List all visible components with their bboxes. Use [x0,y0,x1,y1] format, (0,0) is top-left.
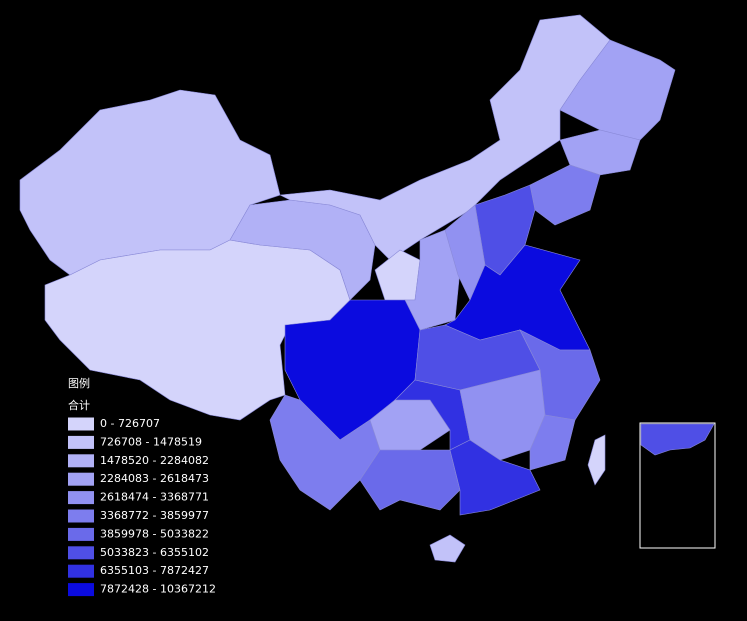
legend-swatch [68,583,94,597]
inset-frame [639,422,716,549]
legend-swatch [68,546,94,560]
province [359,449,461,511]
province [640,423,715,456]
legend-swatch [68,527,94,541]
legend-swatch [68,491,94,505]
legend-label: 3859978 - 5033822 [100,527,209,540]
legend-title: 图例 [68,376,90,390]
legend-label: 3368772 - 3859977 [100,509,209,522]
legend: 图例 合计 0 - 726707 726708 - 1478519 1478520 … [68,376,216,597]
legend-label: 2618474 - 3368771 [100,491,209,504]
provinces [19,14,715,563]
legend-label: 726708 - 1478519 [100,435,202,448]
legend-label: 6355103 - 7872427 [100,564,209,577]
legend-label: 1478520 - 2284082 [100,454,209,467]
province [559,39,676,141]
legend-swatch [68,435,94,449]
legend-swatch [68,454,94,468]
legend-label: 5033823 - 6355102 [100,546,209,559]
province [529,414,576,471]
province [229,199,376,301]
province [587,434,606,486]
legend-swatch [68,509,94,523]
legend-subtitle: 合计 [68,398,90,412]
legend-swatch [68,417,94,431]
province [449,439,541,516]
legend-label: 2284083 - 2618473 [100,472,209,485]
province [429,534,466,563]
legend-label: 7872428 - 10367212 [100,583,216,596]
legend-swatch [68,472,94,486]
legend-swatch [68,564,94,578]
legend-label: 0 - 726707 [100,417,160,430]
